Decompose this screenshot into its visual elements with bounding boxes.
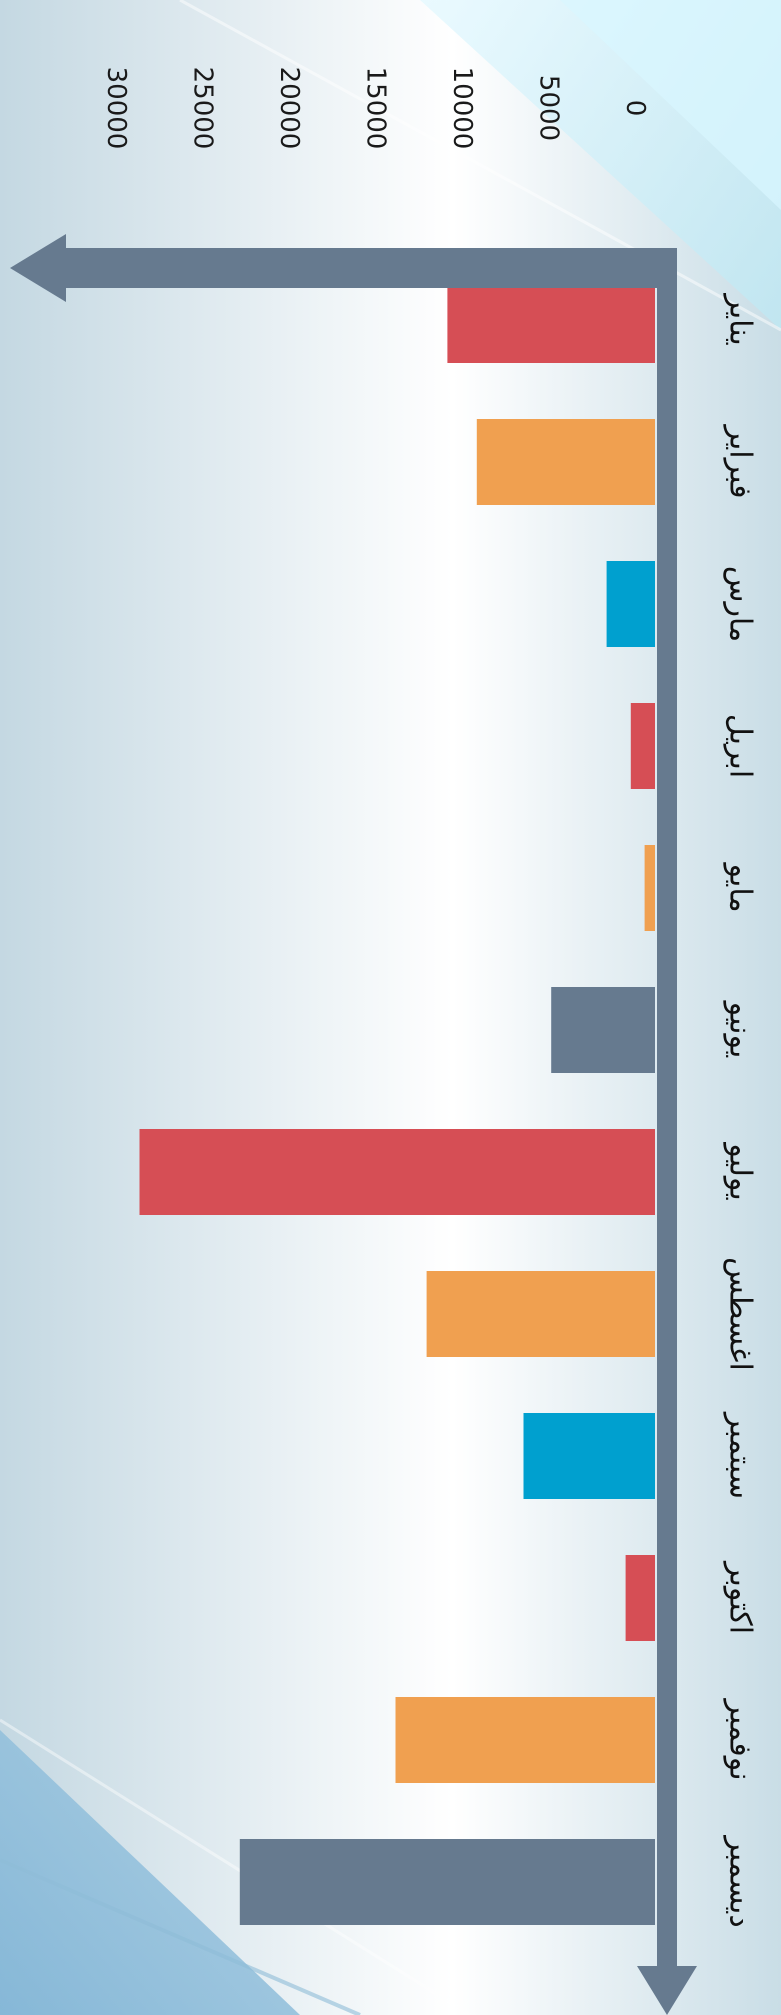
- category-label-10: اكتوبر: [723, 1560, 758, 1634]
- category-label-8: اغسطس: [723, 1257, 758, 1371]
- category-label-5: مايو: [723, 861, 758, 912]
- category-label-2: فبراير: [723, 423, 758, 498]
- category-label-6: يونيو: [723, 1000, 758, 1059]
- category-label-7: يوليو: [723, 1141, 758, 1201]
- bar-10: [625, 1555, 655, 1641]
- tick-label-25000: 25000: [188, 67, 218, 150]
- tick-label-30000: 30000: [101, 67, 131, 150]
- category-label-9: سبتمبر: [723, 1411, 758, 1499]
- category-axis-line: [657, 248, 677, 1976]
- bar-4: [630, 703, 655, 789]
- category-label-1: يناير: [723, 292, 758, 345]
- bar-7: [139, 1129, 655, 1215]
- bar-5: [644, 845, 655, 931]
- category-label-4: ابريل: [723, 714, 758, 778]
- tick-label-0: 0: [620, 100, 650, 117]
- category-label-11: نوفمبر: [723, 1697, 758, 1780]
- bar-9: [523, 1413, 655, 1499]
- bar-8: [426, 1271, 655, 1357]
- tick-label-15000: 15000: [361, 67, 391, 150]
- bar-3: [606, 561, 655, 647]
- bar-1: [447, 277, 655, 363]
- tick-label-5000: 5000: [534, 75, 564, 141]
- tick-label-20000: 20000: [274, 67, 304, 150]
- bar-6: [551, 987, 655, 1073]
- bar-2: [476, 419, 655, 505]
- bar-11: [395, 1697, 655, 1783]
- category-label-3: مارس: [723, 566, 758, 642]
- value-axis-arrow: [10, 234, 66, 302]
- category-axis-arrow: [637, 1966, 697, 2015]
- tick-label-10000: 10000: [447, 67, 477, 150]
- category-label-12: ديسمبر: [723, 1834, 758, 1927]
- bar-12: [239, 1839, 656, 1925]
- value-axis-line: [55, 248, 677, 288]
